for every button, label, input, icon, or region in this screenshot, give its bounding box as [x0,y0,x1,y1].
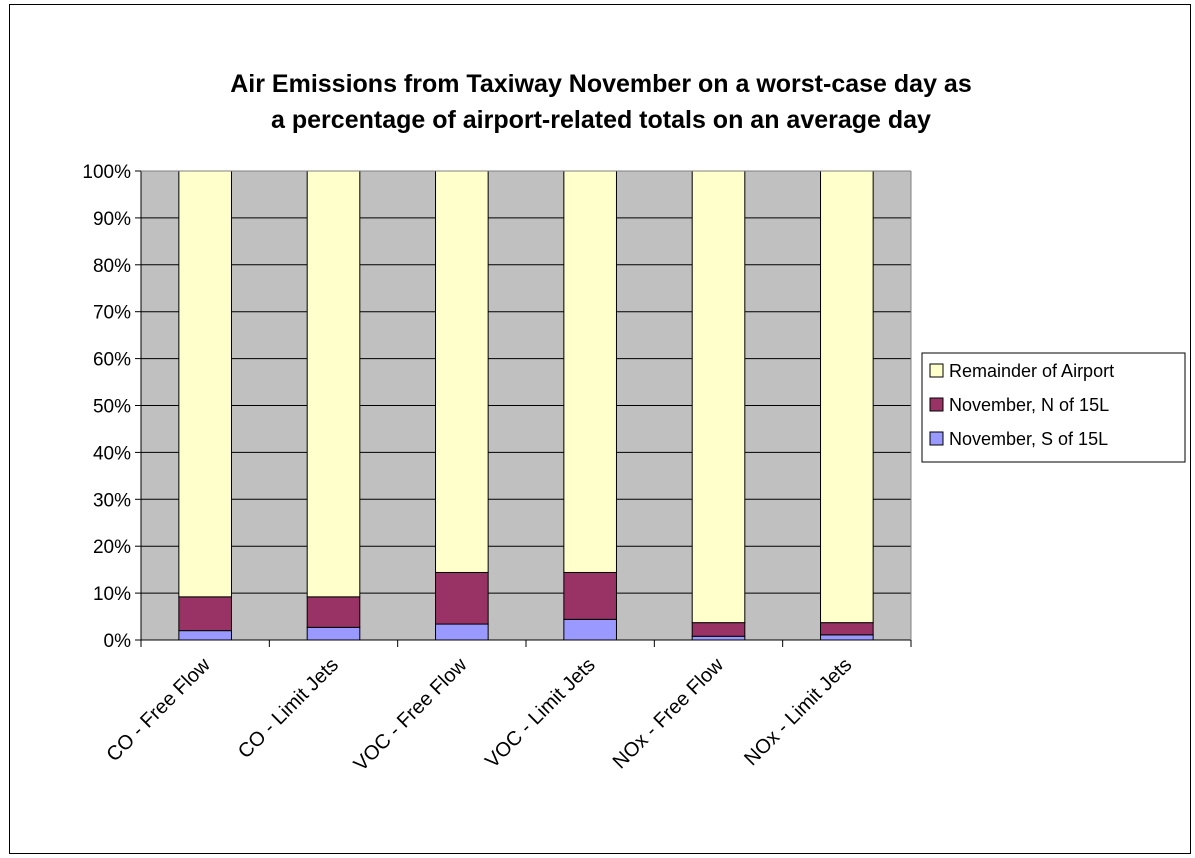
bar-segment [435,170,489,573]
chart-title-line-1: Air Emissions from Taxiway November on a… [230,70,971,98]
bar-segment [435,571,489,625]
bar-segment [306,626,361,641]
bar-segment [691,635,746,641]
bar-segment [306,596,361,628]
bar-segment [563,170,617,573]
bar-segment [435,623,489,641]
bar-segment [691,170,746,624]
y-tick-label: 0% [104,631,132,652]
chart-title-line-2: a percentage of airport-related totals o… [271,106,931,134]
y-tick-label: 100% [82,162,131,183]
y-tick-label: 80% [93,256,131,277]
legend-box [921,352,1186,463]
legend-label: Remainder of Airport [949,361,1114,381]
y-tick-label: 70% [93,303,131,324]
legend-label: November, S of 15L [949,429,1108,449]
legend-swatch [929,397,944,412]
bar-segment [178,170,232,598]
legend-swatch [929,363,944,378]
y-tick-label: 90% [93,209,131,230]
bar-segment [820,622,874,636]
y-tick-label: 30% [93,490,131,511]
bar-segment [178,596,232,632]
legend: Remainder of Airport November, N of 15L No… [921,352,1186,463]
y-tick-label: 40% [93,443,131,464]
bar-segment [563,571,617,620]
bar-segment [563,618,617,641]
legend-label: November, N of 15L [949,395,1109,415]
bar-segment [820,170,874,624]
legend-swatch [929,431,944,446]
y-tick-label: 20% [93,537,131,558]
bar-segment [691,622,746,637]
bar-segment [178,630,232,641]
bar-segment [820,634,874,641]
y-tick-label: 60% [93,350,131,371]
y-tick-label: 10% [93,584,131,605]
bar-segment [306,170,361,598]
y-tick-label: 50% [93,397,131,418]
